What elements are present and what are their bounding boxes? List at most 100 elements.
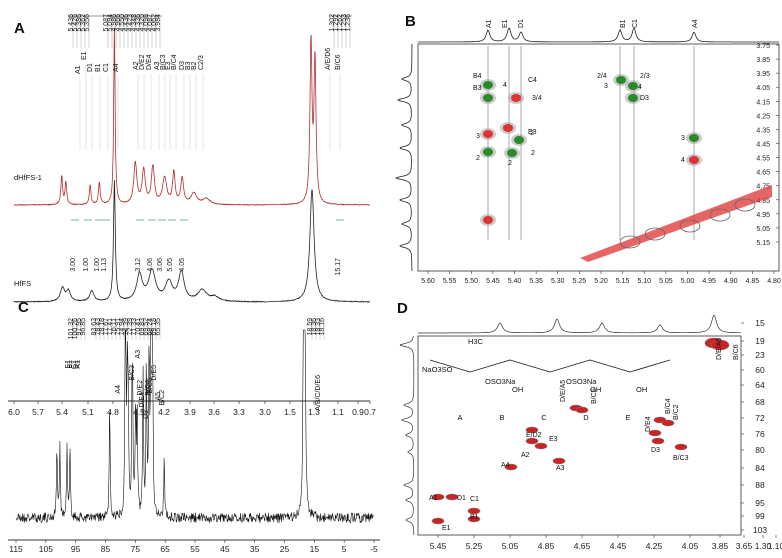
panel-b-x-tick: 4.95 xyxy=(702,278,716,285)
panel-b-y-tick: 3.95 xyxy=(756,71,770,78)
panel-b-cross-peak xyxy=(483,94,493,102)
panel-d-y-tick: 60 xyxy=(755,365,765,375)
panel-c-x-tick: 25 xyxy=(280,544,290,554)
panel-b-x-tick: 5.45 xyxy=(486,278,500,285)
panel-b-cross-label: 3 xyxy=(681,135,685,142)
panel-c-x-tick: 95 xyxy=(71,544,81,554)
panel-d-cross-label: E3 xyxy=(549,436,558,443)
panel-a-peak-label: B1 xyxy=(95,63,102,72)
panel-d-cross-peak xyxy=(431,517,445,525)
panel-b-top-label: E1 xyxy=(502,19,509,28)
panel-a-integral-value: 15.17 xyxy=(335,258,342,276)
structure-substituent: NaO3SO xyxy=(422,365,453,374)
panel-a-tick-label: 4.2 xyxy=(158,407,170,417)
structure-residue-label: B xyxy=(499,413,504,422)
panel-b-x-tick: 5.10 xyxy=(637,278,651,285)
panel-a-peak-label: B2 xyxy=(191,61,198,70)
panel-b-y-tick: 5.05 xyxy=(756,226,770,233)
panel-b-x-tick: 5.35 xyxy=(529,278,543,285)
panel-d-cross-label: B/C4 xyxy=(665,398,672,414)
panel-b-y-tick: 4.35 xyxy=(756,127,770,134)
panel-a-integral-value: 1.00 xyxy=(83,258,90,272)
panel-c-ppm-value: 71.33 xyxy=(131,318,138,336)
panel-c-ppm-value: 83.63 xyxy=(91,318,98,336)
panel-d-cross-label: A3 xyxy=(556,465,565,472)
panel-a-ppm-value: 5.087 xyxy=(103,14,110,32)
panel-b-cross-label: B4 xyxy=(473,73,482,80)
panel-c-ppm-value: 69.83 xyxy=(139,318,146,336)
series-label-hffs: HfFS xyxy=(14,279,31,288)
panel-c-peak-label: D/E5 xyxy=(151,365,158,381)
panel-c-ppm-value: 97.95 xyxy=(76,318,83,336)
panel-b-top-label: A1 xyxy=(486,19,493,28)
panel-a-integral-value: 4.06 xyxy=(147,258,154,272)
panel-d-x-tick: 4.85 xyxy=(538,541,555,551)
panel-a-ppm-value: 1.302 xyxy=(329,14,336,32)
panel-b-y-tick: 4.15 xyxy=(756,99,770,106)
panel-c-peak-label: A5 xyxy=(155,392,162,401)
panel-c-peak-label: D/E4 xyxy=(139,392,146,408)
panel-c-peak-label: E1 xyxy=(65,360,72,369)
panel-a-ppm-value: 5.436 xyxy=(68,14,75,32)
panel-a-ppm-value: 5.386 xyxy=(76,14,83,32)
panel-b-x-tick: 4.85 xyxy=(746,278,760,285)
panel-a-peak-label: E1 xyxy=(81,51,88,60)
panel-d-y-tick: 88 xyxy=(755,480,765,490)
panel-b-cross-peak xyxy=(511,94,521,102)
panel-d-cross-peak xyxy=(648,429,662,437)
panel-a-tick-label: 5.7 xyxy=(32,407,44,417)
panel-a-integral-value: 3.00 xyxy=(70,258,77,272)
panel-d-cross-label: A1 xyxy=(429,495,438,502)
panel-b-cross-peak xyxy=(689,134,699,142)
panel-d-x-tick: 5.05 xyxy=(502,541,519,551)
panel-a-peak-label: A1 xyxy=(75,65,82,74)
panel-a-ppm-value: 4.098 xyxy=(143,14,150,32)
panel-c-ppm-value: 75.91 xyxy=(115,318,122,336)
panel-a-tick-label: 3.0 xyxy=(259,407,271,417)
panel-a-tick-label: 5.1 xyxy=(82,407,94,417)
panel-c-x-tick: 115 xyxy=(9,544,23,554)
panel-d-x-tick: 3.85 xyxy=(712,541,729,551)
panel-c-x-tick: 75 xyxy=(131,544,141,554)
panel-a-peak-label: D1 xyxy=(87,63,94,72)
panel-c-ppm-value: 78.18 xyxy=(99,318,106,336)
panel-a-tick-label: 3.6 xyxy=(208,407,220,417)
panel-b-diagonal-peak xyxy=(734,198,756,212)
panel-c-peak-label: C1 xyxy=(71,360,78,369)
panel-b-y-tick: 3.75 xyxy=(756,43,770,50)
spectrum-hffs xyxy=(13,179,371,303)
panel-c-peak-label: A1 xyxy=(75,360,82,369)
panel-c-ppm-value: 72.39 xyxy=(127,318,134,336)
panel-b-cross-label: 2/4 xyxy=(597,73,607,80)
panel-b-cross-label: 2 xyxy=(531,150,535,157)
structure-residue-label: E xyxy=(625,413,630,422)
panel-b-x-tick: 5.20 xyxy=(594,278,608,285)
panel-c-x-tick: 15 xyxy=(310,544,320,554)
panel-d-cross-label: A4 xyxy=(501,462,510,469)
panel-d-cross-label: B1 xyxy=(470,514,479,521)
structure-substituent: OSO3Na xyxy=(485,377,516,386)
panel-b-diagonal-peak xyxy=(709,208,731,222)
panel-d-y-tick: 99 xyxy=(755,511,765,521)
panel-c-ppm-value: 100.26 xyxy=(72,318,79,340)
panel-b-cross-label: 2 xyxy=(476,155,480,162)
panel-a-integral-value: 1.13 xyxy=(101,258,108,272)
panel-a-ppm-value: 4.550 xyxy=(119,14,126,32)
panel-c-ppm-value: 65.35 xyxy=(155,318,162,336)
panel-d-cross-label: D/E/A6 xyxy=(716,338,723,360)
structure-residue-label: C xyxy=(541,413,547,422)
panel-b-cross-label: 4 xyxy=(681,157,685,164)
panel-a-ppm-value: 5.362 xyxy=(80,14,87,32)
panel-c-peak-label: D3 xyxy=(143,410,150,419)
panel-c-peak-label: B/C5 xyxy=(147,378,154,394)
panel-b-cross-peak xyxy=(616,76,626,84)
panel-a-tick-label: 4.5 xyxy=(133,407,145,417)
panel-a-tick-label: 4.8 xyxy=(107,407,119,417)
structure-substituent: OSO3Na xyxy=(566,377,597,386)
panel-d-cross-peak xyxy=(467,515,481,523)
panel-d-cross-label: A2 xyxy=(521,452,530,459)
panel-b-cross-peak xyxy=(628,82,638,90)
panel-b-x-tick: 5.25 xyxy=(573,278,587,285)
panel-a-tick-label: 1.5 xyxy=(284,407,296,417)
structure-residue-label: D xyxy=(583,413,589,422)
